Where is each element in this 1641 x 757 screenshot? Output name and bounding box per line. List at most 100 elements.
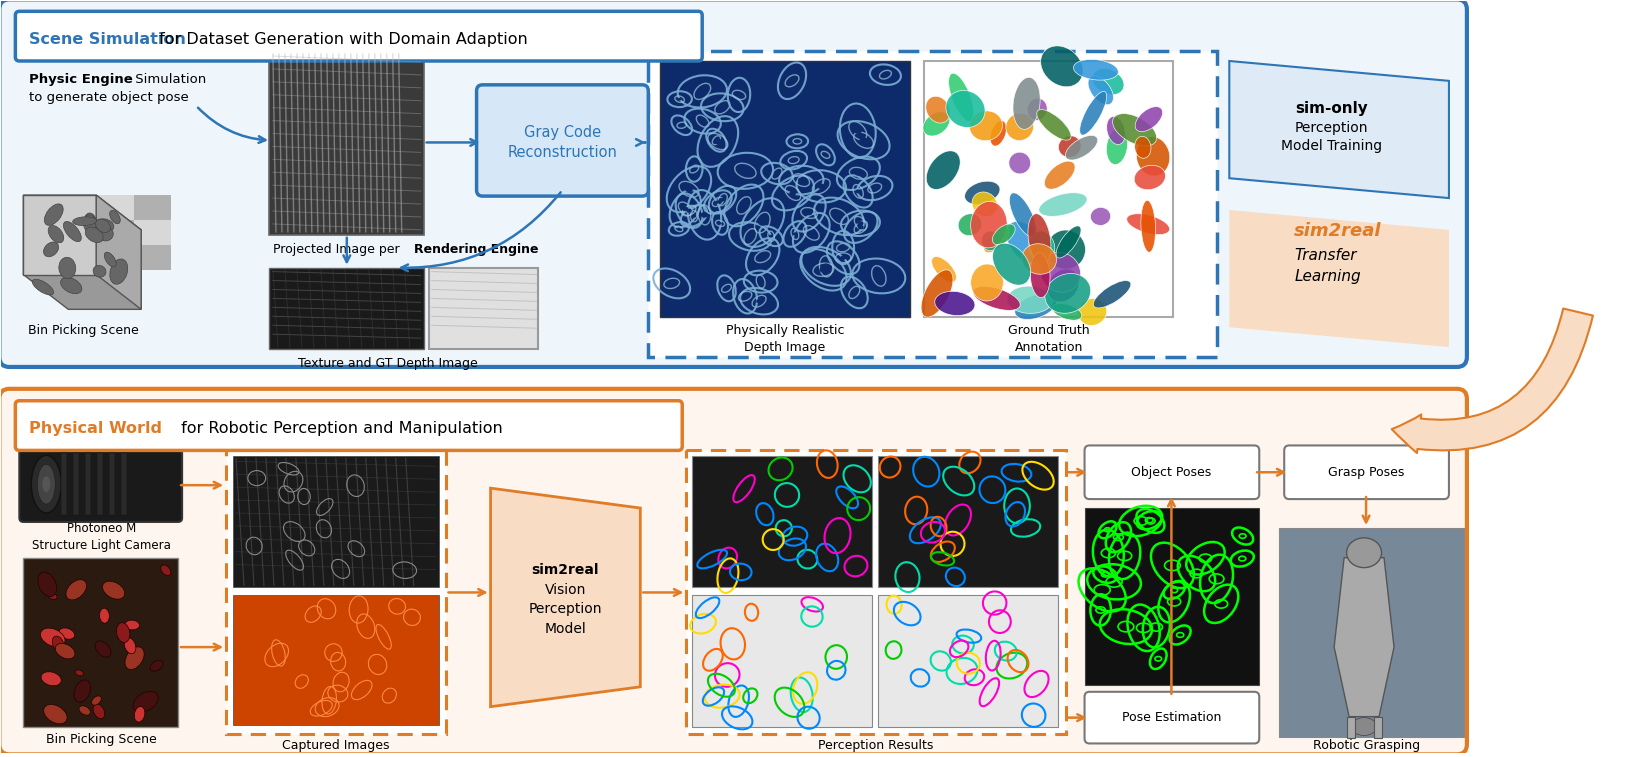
Ellipse shape [791,159,796,162]
Bar [1374,717,1382,739]
Ellipse shape [1009,152,1031,174]
FancyBboxPatch shape [428,268,538,349]
Ellipse shape [66,580,87,600]
Ellipse shape [1037,110,1072,140]
Ellipse shape [858,225,863,229]
Ellipse shape [64,222,82,241]
Ellipse shape [971,192,998,217]
Ellipse shape [56,643,75,659]
Ellipse shape [824,154,827,156]
FancyBboxPatch shape [23,558,179,727]
Ellipse shape [1044,161,1075,189]
Polygon shape [97,195,141,310]
Text: to generate object pose: to generate object pose [30,91,189,104]
Ellipse shape [699,119,706,123]
Ellipse shape [742,168,750,174]
Ellipse shape [770,235,773,238]
Ellipse shape [110,210,120,224]
Ellipse shape [1040,46,1083,87]
Text: Physically Realistic
Depth Image: Physically Realistic Depth Image [725,324,845,354]
Ellipse shape [747,234,753,239]
Ellipse shape [973,286,1021,310]
Bar [97,245,135,269]
Ellipse shape [44,204,64,226]
Ellipse shape [1137,137,1170,176]
Text: Scene Simulation: Scene Simulation [30,32,185,47]
Ellipse shape [1073,60,1119,80]
Ellipse shape [1029,231,1055,262]
Bar [97,220,135,245]
Bar [74,453,79,515]
Ellipse shape [840,246,845,249]
Ellipse shape [1093,69,1124,95]
Ellipse shape [793,232,798,235]
Text: sim2real: sim2real [1295,222,1382,240]
Ellipse shape [679,124,684,126]
Ellipse shape [125,646,144,669]
Ellipse shape [1352,718,1377,736]
Ellipse shape [701,212,709,217]
Text: Perception Results: Perception Results [819,740,934,752]
Ellipse shape [719,222,722,225]
Ellipse shape [38,572,57,597]
FancyBboxPatch shape [878,456,1057,587]
Bar [135,220,171,245]
Ellipse shape [31,456,61,513]
Ellipse shape [798,178,804,182]
Text: Grasp Poses: Grasp Poses [1328,466,1405,478]
Ellipse shape [719,105,725,110]
Ellipse shape [1080,92,1106,135]
Ellipse shape [1006,114,1034,141]
Ellipse shape [965,181,999,204]
Ellipse shape [990,120,1006,146]
Ellipse shape [94,704,105,718]
Ellipse shape [932,257,957,282]
Ellipse shape [1127,213,1170,235]
FancyBboxPatch shape [0,0,1467,367]
Ellipse shape [1058,136,1081,157]
Ellipse shape [1027,98,1047,120]
Ellipse shape [693,167,696,170]
Ellipse shape [945,90,985,127]
Ellipse shape [760,254,766,259]
Bar [135,245,171,269]
Ellipse shape [44,242,59,257]
Bar [23,195,61,220]
Ellipse shape [985,227,1009,253]
Text: Object Poses: Object Poses [1131,466,1211,478]
Ellipse shape [789,191,796,195]
Bar [135,195,171,220]
Text: Texture and GT Depth Image: Texture and GT Depth Image [299,357,478,370]
Ellipse shape [958,213,981,235]
Bar [61,195,97,220]
Ellipse shape [95,641,112,657]
Ellipse shape [95,219,110,232]
Ellipse shape [1047,269,1080,302]
Ellipse shape [807,230,814,235]
FancyBboxPatch shape [269,51,423,235]
Ellipse shape [105,252,117,267]
Ellipse shape [1027,213,1050,264]
Ellipse shape [38,464,56,504]
Ellipse shape [737,93,742,97]
Bar [97,453,103,515]
Bar [85,453,92,515]
Ellipse shape [125,620,139,630]
Ellipse shape [971,264,1003,301]
Ellipse shape [855,171,862,176]
Ellipse shape [935,291,975,316]
Polygon shape [23,195,97,275]
Ellipse shape [41,628,66,646]
Ellipse shape [102,581,125,600]
Text: Physical World: Physical World [30,421,162,436]
Ellipse shape [789,79,794,83]
Ellipse shape [921,269,953,317]
Bar [61,453,67,515]
Text: Gray Code
Reconstruction: Gray Code Reconstruction [507,125,617,160]
FancyBboxPatch shape [15,11,702,61]
Ellipse shape [1012,77,1040,129]
Ellipse shape [84,213,97,229]
Text: sim-only: sim-only [1295,101,1367,116]
Ellipse shape [1078,298,1106,326]
Ellipse shape [1009,193,1037,237]
